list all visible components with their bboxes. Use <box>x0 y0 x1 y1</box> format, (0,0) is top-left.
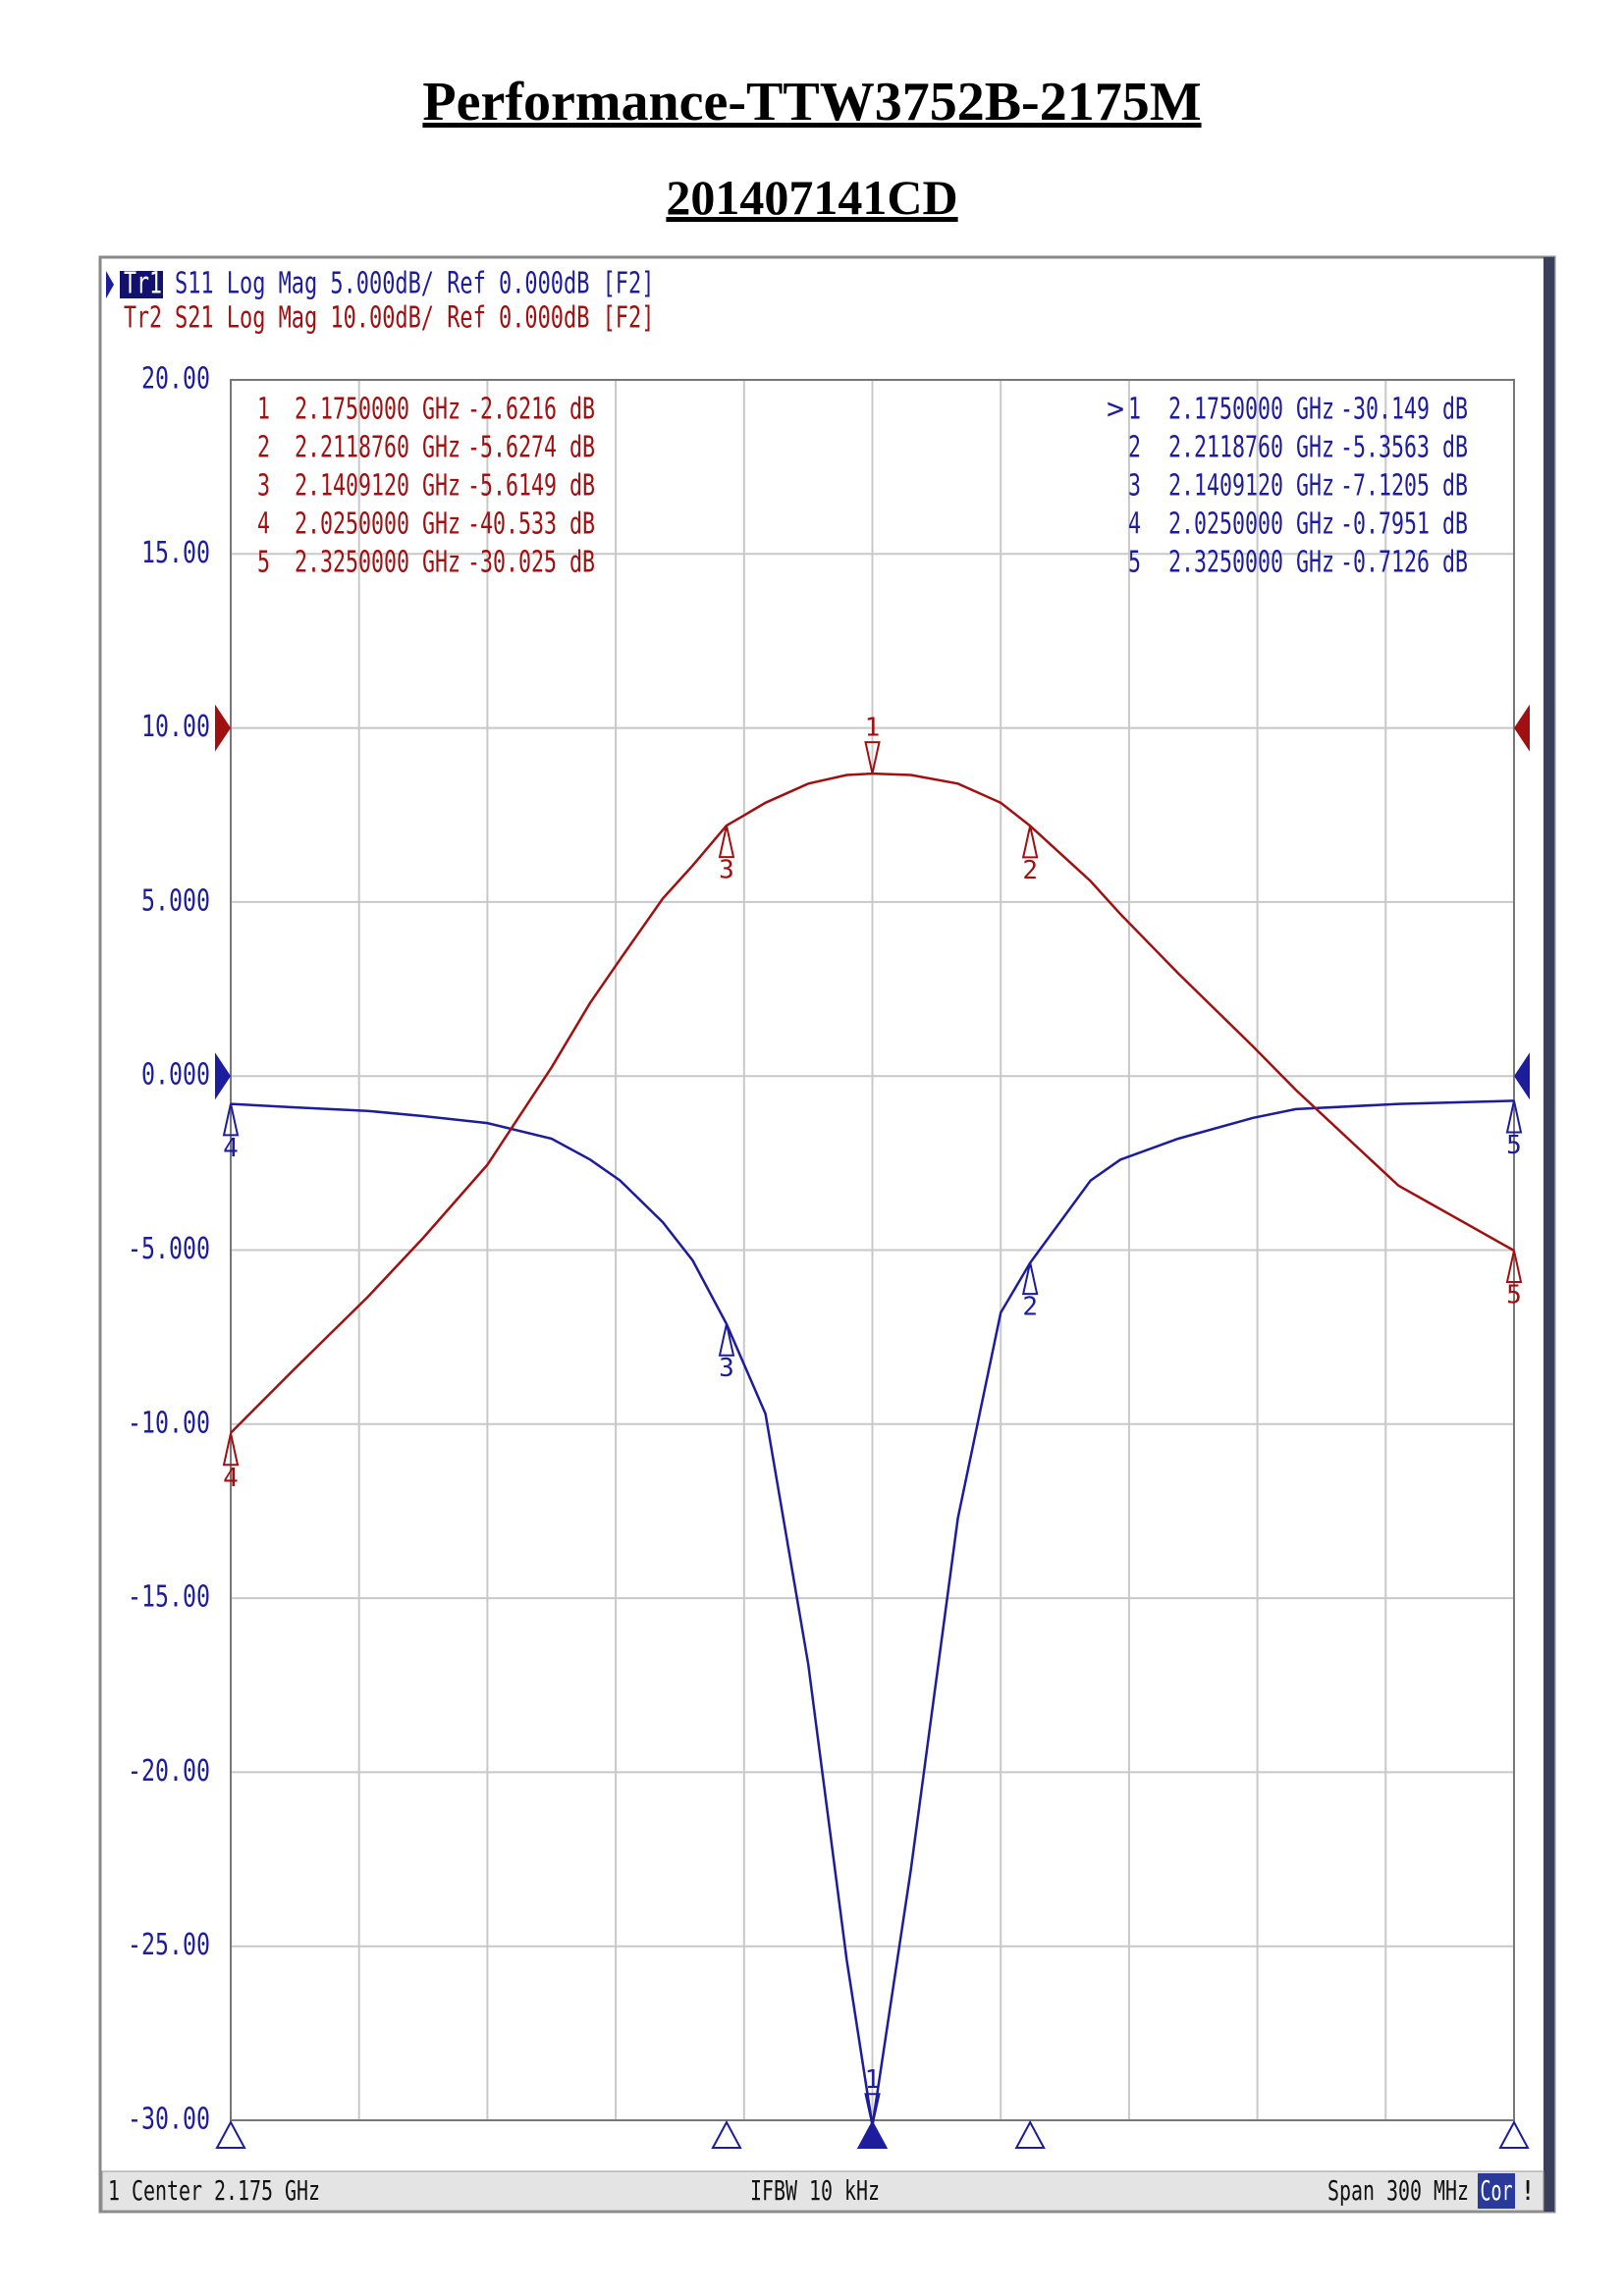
y-tick-label: -25.00 <box>128 1928 210 1962</box>
y-tick-label: -30.00 <box>128 2103 210 2137</box>
marker-freq: 2.1409120 GHz <box>295 469 460 504</box>
marker-num: 5 <box>257 546 270 580</box>
marker-number: 1 <box>865 714 881 743</box>
subtitle: 201407141CD <box>666 170 958 225</box>
marker-num: 4 <box>257 507 270 542</box>
y-tick-label: -20.00 <box>128 1754 210 1789</box>
scroll-strip <box>1543 257 1554 2212</box>
active-trace-arrow <box>106 271 114 298</box>
marker <box>718 825 735 859</box>
marker-value: -5.6274 dB <box>467 431 595 465</box>
marker-num: 1 <box>1128 393 1141 427</box>
marker-value: -5.6149 dB <box>467 469 595 504</box>
status-span: Span 300 MHz <box>1327 2174 1469 2207</box>
y-tick-label: 5.000 <box>141 883 210 918</box>
cor-box <box>1478 2173 1515 2209</box>
marker-value: -0.7951 dB <box>1340 507 1468 542</box>
status-flag: ! <box>1520 2174 1537 2207</box>
marker-num: 3 <box>1128 469 1141 504</box>
trace-id: Tr1 <box>124 267 162 301</box>
screen-frame <box>98 255 1556 2214</box>
marker-freq: 2.1750000 GHz <box>295 393 460 427</box>
status-center: Center 2.175 GHz <box>132 2174 320 2207</box>
marker-freq: 2.2118760 GHz <box>295 431 460 465</box>
marker <box>1505 1100 1523 1134</box>
marker <box>864 741 881 774</box>
marker-value: -0.7126 dB <box>1340 546 1468 580</box>
stimulus-arrow <box>1498 2119 1530 2149</box>
title: Performance-TTW3752B-2175M <box>422 72 1202 133</box>
marker <box>1021 826 1039 859</box>
marker-number: 3 <box>719 856 734 885</box>
y-tick-label: -15.00 <box>128 1580 210 1615</box>
y-tick-label: 0.000 <box>141 1058 210 1093</box>
ref-arrow-left <box>215 1052 231 1100</box>
marker-number: 3 <box>719 1354 734 1383</box>
marker <box>864 2093 881 2126</box>
y-tick-label: 15.00 <box>141 536 210 570</box>
marker-value: -40.533 dB <box>467 507 595 542</box>
active-marker-prefix: > <box>1107 393 1124 427</box>
active-trace-box <box>120 271 163 298</box>
trace-line <box>230 772 1515 1434</box>
marker <box>1021 1261 1039 1296</box>
ref-arrow-left <box>215 704 231 752</box>
marker-number: 4 <box>223 1134 239 1163</box>
marker-freq: 2.3250000 GHz <box>295 546 460 580</box>
marker <box>222 1433 240 1467</box>
marker-value: -2.6216 dB <box>467 393 595 427</box>
ref-arrow-right <box>1514 704 1530 752</box>
marker-freq: 2.2118760 GHz <box>1168 431 1334 465</box>
marker-freq: 2.1750000 GHz <box>1168 393 1334 427</box>
marker-freq: 2.0250000 GHz <box>1168 507 1334 542</box>
trace-line <box>230 1099 1515 2126</box>
marker-number: 1 <box>865 2065 881 2095</box>
stimulus-arrow <box>856 2119 889 2149</box>
stimulus-arrow <box>711 2119 742 2149</box>
marker-freq: 2.3250000 GHz <box>1168 546 1334 580</box>
marker-number: 2 <box>1022 856 1038 885</box>
status-bar <box>101 2170 1544 2212</box>
y-tick-label: 10.00 <box>141 710 210 744</box>
marker-value: -30.025 dB <box>467 546 595 580</box>
stimulus-arrow <box>1014 2119 1046 2149</box>
status-ifbw: IFBW 10 kHz <box>750 2174 880 2207</box>
marker <box>1505 1250 1523 1283</box>
marker-value: -7.1205 dB <box>1340 469 1468 504</box>
marker-number: 5 <box>1506 1131 1522 1160</box>
trace-setting: S21 Log Mag 10.00dB/ Ref 0.000dB [F2] <box>175 301 654 336</box>
status-channel: 1 <box>108 2174 120 2207</box>
marker-value: -30.149 dB <box>1340 393 1468 427</box>
y-tick-label: 20.00 <box>141 362 210 397</box>
trace-id: Tr2 <box>124 301 162 336</box>
marker-freq: 2.0250000 GHz <box>295 507 460 542</box>
ref-arrow-right <box>1514 1052 1530 1100</box>
marker-num: 2 <box>257 431 270 465</box>
marker-num: 5 <box>1128 546 1141 580</box>
marker-freq: 2.1409120 GHz <box>1168 469 1334 504</box>
marker <box>222 1103 240 1137</box>
trace-setting: S11 Log Mag 5.000dB/ Ref 0.000dB [F2] <box>175 267 654 301</box>
y-tick-label: -5.000 <box>128 1232 210 1266</box>
marker-number: 2 <box>1022 1293 1038 1322</box>
y-tick-label: -10.00 <box>128 1406 210 1440</box>
marker-number: 5 <box>1506 1280 1522 1309</box>
marker <box>718 1323 735 1357</box>
marker-num: 3 <box>257 469 270 504</box>
marker-num: 2 <box>1128 431 1141 465</box>
status-cor: Cor <box>1481 2174 1513 2207</box>
stimulus-arrow <box>215 2119 246 2149</box>
marker-num: 4 <box>1128 507 1141 542</box>
marker-value: -5.3563 dB <box>1340 431 1468 465</box>
marker-number: 4 <box>223 1464 239 1493</box>
marker-num: 1 <box>257 393 270 427</box>
